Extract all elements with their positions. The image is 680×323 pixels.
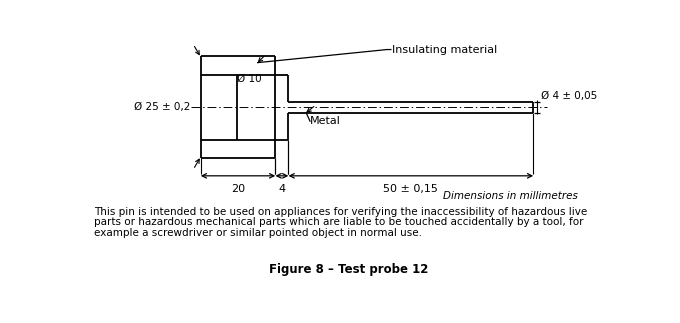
Text: Figure 8 – Test probe 12: Figure 8 – Test probe 12	[269, 263, 428, 276]
Text: example a screwdriver or similar pointed object in normal use.: example a screwdriver or similar pointed…	[95, 228, 422, 238]
Text: This pin is intended to be used on appliances for verifying the inaccessibility : This pin is intended to be used on appli…	[95, 207, 588, 217]
Text: Ø 25 ± 0,2: Ø 25 ± 0,2	[135, 102, 191, 112]
Text: Insulating material: Insulating material	[392, 45, 498, 55]
Text: 20: 20	[231, 183, 245, 193]
Text: Metal: Metal	[310, 116, 341, 126]
Text: Dimensions in millimetres: Dimensions in millimetres	[443, 191, 578, 201]
Text: Ø 10: Ø 10	[237, 74, 262, 84]
Text: 50 ± 0,15: 50 ± 0,15	[384, 183, 439, 193]
Text: 4: 4	[278, 183, 286, 193]
Text: Ø 4 ± 0,05: Ø 4 ± 0,05	[541, 91, 597, 101]
Text: parts or hazardous mechanical parts which are liable to be touched accidentally : parts or hazardous mechanical parts whic…	[95, 217, 584, 227]
